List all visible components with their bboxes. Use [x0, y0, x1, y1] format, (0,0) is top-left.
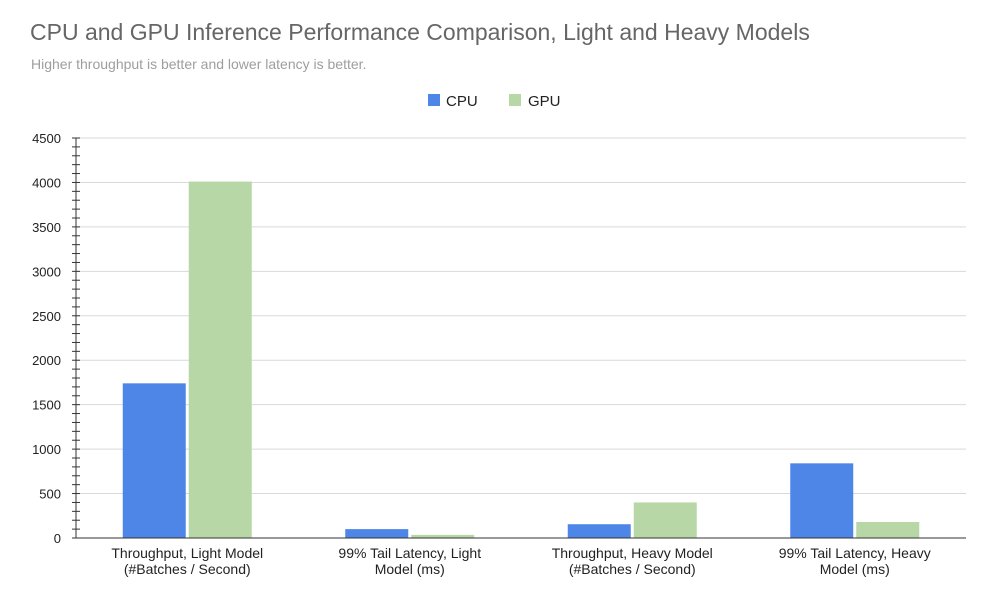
bar-gpu: [188, 181, 252, 539]
legend-swatch-gpu: [509, 94, 521, 106]
y-tick-label: 3000: [32, 264, 61, 279]
x-category-label: Model (ms): [375, 561, 445, 577]
chart-title: CPU and GPU Inference Performance Compar…: [30, 19, 810, 45]
y-tick-label: 500: [39, 487, 61, 502]
legend-swatch-cpu: [428, 94, 440, 106]
x-category-label: 99% Tail Latency, Light: [338, 545, 481, 561]
y-tick-label: 1000: [32, 442, 61, 457]
y-tick-label: 4000: [32, 175, 61, 190]
y-tick-label: 1500: [32, 398, 61, 413]
bar-cpu: [345, 529, 409, 538]
x-axis: Throughput, Light Model(#Batches / Secon…: [76, 537, 966, 577]
y-tick-label: 2000: [32, 353, 61, 368]
y-tick-label: 0: [54, 531, 61, 546]
bar-gpu: [856, 522, 920, 538]
bar-cpu: [567, 524, 631, 538]
x-category-label: (#Batches / Second): [569, 561, 696, 577]
bar-gpu: [411, 534, 475, 538]
y-tick-label: 3500: [32, 220, 61, 235]
y-tick-label: 2500: [32, 309, 61, 324]
bar-cpu: [122, 383, 186, 538]
legend-label-gpu: GPU: [528, 93, 561, 110]
bars: [122, 181, 920, 539]
x-category-label: Model (ms): [820, 561, 890, 577]
legend: CPU GPU: [428, 93, 561, 110]
chart-subtitle: Higher throughput is better and lower la…: [31, 56, 367, 72]
y-axis: 0 500 1000 1500 2000 2500 3000 3500 4000 4500: [32, 131, 80, 546]
legend-label-cpu: CPU: [446, 93, 478, 110]
x-category-label: Throughput, Light Model: [111, 545, 263, 561]
y-tick-label: 4500: [32, 131, 61, 146]
bar-cpu: [790, 463, 854, 538]
x-category-label: (#Batches / Second): [124, 561, 251, 577]
x-category-label: 99% Tail Latency, Heavy: [779, 545, 931, 561]
bar-gpu: [633, 502, 697, 538]
x-category-label: Throughput, Heavy Model: [552, 545, 713, 561]
